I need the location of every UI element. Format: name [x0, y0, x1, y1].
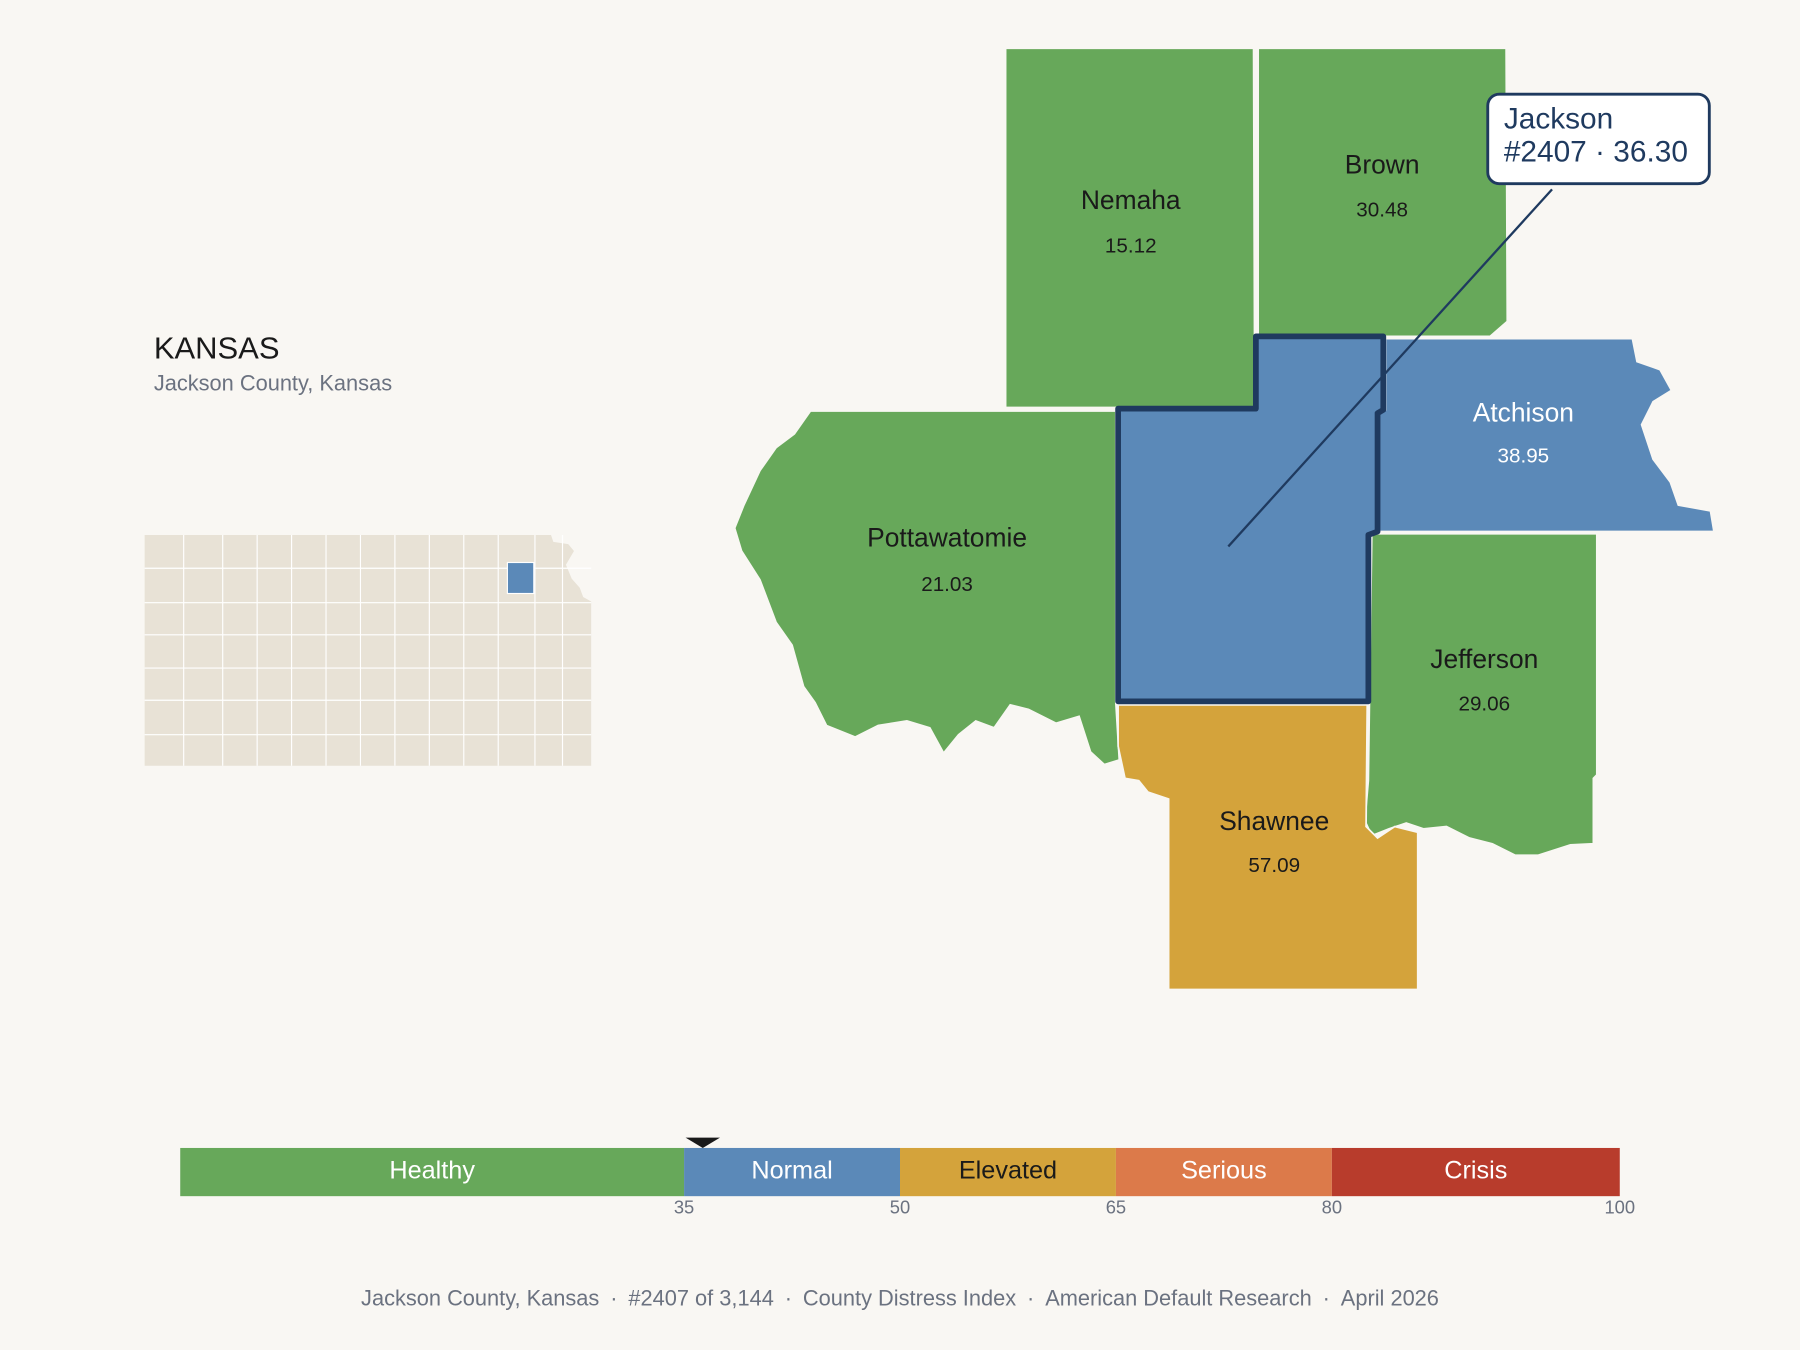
scale-band — [180, 1147, 685, 1197]
county-shape — [1004, 47, 1256, 409]
county-map — [733, 47, 1715, 991]
callout-name: Jackson — [1504, 102, 1613, 135]
scale-tick-label: 50 — [890, 1197, 910, 1218]
scale-tick-label: 80 — [1322, 1197, 1342, 1218]
county-shape — [1117, 703, 1419, 991]
scale-tick-label: 35 — [674, 1197, 694, 1218]
county-name: Pottawatomie — [867, 523, 1027, 553]
county-value: 38.95 — [1497, 444, 1549, 467]
callout-leader — [1227, 188, 1553, 548]
callout: Jackson #2407 · 36.30 — [1227, 92, 1711, 548]
county-value: 21.03 — [921, 573, 973, 596]
county-name: Brown — [1345, 149, 1420, 179]
county-shape — [733, 410, 1121, 766]
footer-item: County Distress Index — [803, 1285, 1016, 1310]
scale-band-label: Healthy — [389, 1157, 475, 1185]
county-value: 15.12 — [1105, 234, 1157, 257]
footer-item: April 2026 — [1341, 1285, 1439, 1310]
callout-label: #2407 · 36.30 — [1504, 136, 1688, 169]
county-shape — [1376, 337, 1715, 533]
state-title: KANSAS — [154, 330, 280, 365]
state-inset — [144, 534, 592, 766]
scale-band-label: Normal — [751, 1157, 832, 1185]
inset-focus — [506, 561, 535, 595]
scale-band — [1115, 1147, 1332, 1197]
county-name: Shawnee — [1219, 806, 1329, 836]
footer-item: #2407 of 3,144 — [628, 1285, 773, 1310]
callout-box — [1486, 92, 1711, 186]
scale-marker — [685, 1137, 721, 1148]
county-shape — [1257, 47, 1509, 338]
footer-separator: · — [599, 1285, 628, 1310]
footer: Jackson County, Kansas · #2407 of 3,144 … — [361, 1285, 1439, 1310]
county-value: 30.48 — [1356, 199, 1408, 222]
scale-tick-label: 65 — [1106, 1197, 1126, 1218]
subtitle: Jackson County, Kansas — [154, 370, 392, 395]
scale-band — [1331, 1147, 1620, 1197]
county-value: 57.09 — [1248, 854, 1300, 877]
footer-item: American Default Research — [1045, 1285, 1312, 1310]
footer-separator: · — [774, 1285, 803, 1310]
scale-band — [684, 1147, 900, 1197]
scale-tick-label: 100 — [1604, 1197, 1635, 1218]
footer-separator: · — [1016, 1285, 1045, 1310]
county-name: Nemaha — [1081, 185, 1181, 215]
county-value: 29.06 — [1458, 692, 1510, 715]
scale-band-label: Crisis — [1444, 1157, 1507, 1185]
county-labels: Nemaha 15.12 Brown 30.48 Pottawatomie 21… — [867, 149, 1574, 877]
distress-scale: Healthy Normal Elevated Serious Crisis 35 50 65… — [180, 1137, 1635, 1218]
footer-item: Jackson County, Kansas — [361, 1285, 599, 1310]
scale-band-label: Elevated — [959, 1157, 1057, 1185]
focus-county-shape — [1115, 333, 1387, 705]
county-name: Jefferson — [1430, 644, 1538, 674]
footer-separator: · — [1312, 1285, 1341, 1310]
state-outline — [144, 534, 592, 766]
scale-band — [900, 1147, 1116, 1197]
scale-band-label: Serious — [1181, 1157, 1267, 1185]
county-name: Atchison — [1473, 397, 1574, 427]
